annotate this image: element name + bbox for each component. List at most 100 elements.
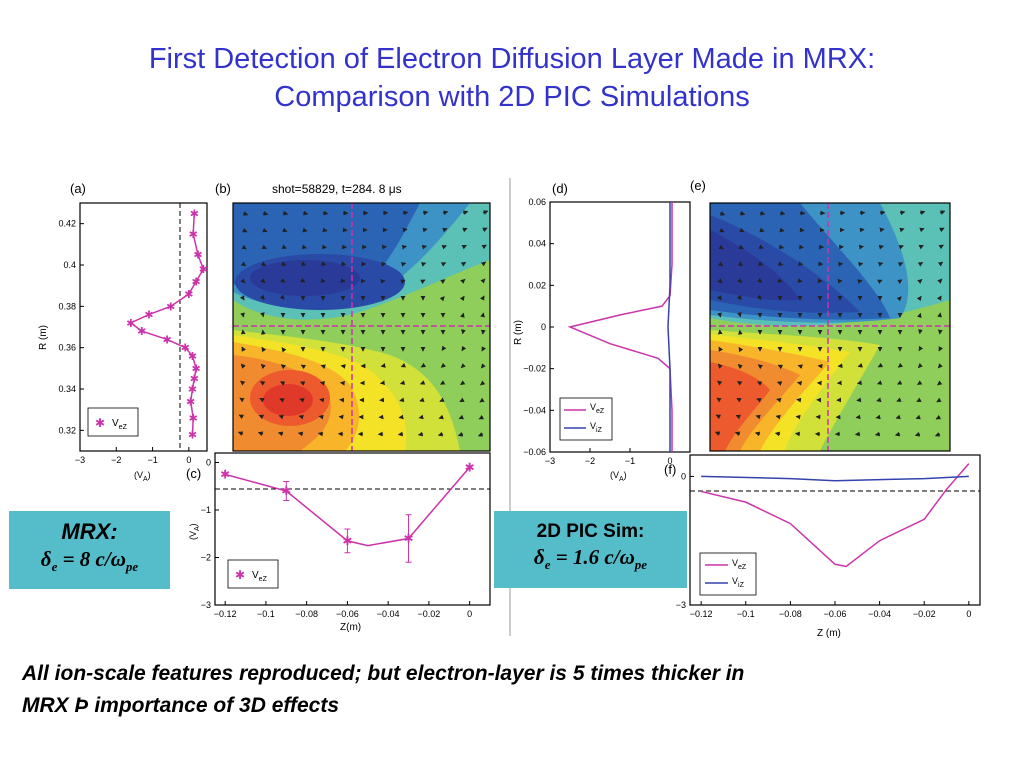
flow-arrow bbox=[481, 346, 486, 352]
xtick-label: −0.1 bbox=[257, 609, 275, 619]
flow-arrow bbox=[874, 431, 881, 437]
flow-arrow bbox=[442, 210, 449, 216]
ytick-label: 0.02 bbox=[528, 280, 546, 290]
flow-arrow bbox=[298, 414, 304, 420]
flow-arrow bbox=[460, 380, 466, 386]
xtick-label: −2 bbox=[585, 456, 595, 466]
flow-arrow bbox=[439, 397, 445, 402]
flow-arrow bbox=[859, 210, 866, 216]
flow-arrow bbox=[897, 362, 904, 368]
flow-arrow bbox=[319, 397, 325, 403]
mrx-thickness-box: MRX: δe = 8 c/ωpe bbox=[9, 511, 170, 589]
flow-arrow bbox=[278, 414, 284, 420]
flow-arrow bbox=[480, 380, 486, 386]
flow-arrow bbox=[462, 210, 469, 215]
flow-arrow bbox=[895, 414, 901, 420]
flow-arrow bbox=[459, 397, 465, 403]
xtick-label: −0.06 bbox=[824, 609, 847, 619]
xtick-label: −0.12 bbox=[214, 609, 237, 619]
flow-arrow bbox=[899, 210, 906, 216]
panel-d-viz-line bbox=[667, 202, 671, 452]
panel-b-frame bbox=[232, 202, 491, 452]
flow-arrow bbox=[240, 363, 246, 369]
flow-arrow bbox=[440, 279, 446, 284]
flow-arrow bbox=[758, 244, 764, 250]
flow-arrow bbox=[260, 363, 266, 369]
panel-c-frame bbox=[214, 452, 491, 606]
flow-arrow bbox=[478, 414, 484, 420]
flow-arrow bbox=[258, 414, 264, 420]
xtick-label: −0.1 bbox=[737, 609, 755, 619]
flow-arrow bbox=[897, 279, 903, 285]
flow-arrow bbox=[238, 414, 244, 420]
ytick-label: −1 bbox=[201, 505, 211, 515]
data-point: ✱ bbox=[188, 429, 197, 441]
panel-c-markers: ✱ ✱ ✱ ✱ ✱ bbox=[220, 460, 475, 563]
flow-arrow bbox=[934, 432, 941, 437]
panel-c-ylabel: (VA) bbox=[188, 523, 201, 540]
flow-arrow bbox=[779, 227, 785, 233]
panel-f-xticks: −0.12 −0.1 −0.08 −0.06 −0.04 −0.02 0 bbox=[690, 601, 971, 619]
flow-arrow bbox=[441, 345, 447, 351]
flow-arrow bbox=[262, 210, 269, 216]
flow-arrow bbox=[775, 414, 781, 420]
panel-b-header: shot=58829, t=284. 8 μs bbox=[272, 182, 402, 196]
flow-arrow bbox=[442, 227, 448, 233]
flow-arrow bbox=[717, 261, 724, 267]
flow-arrow bbox=[398, 414, 404, 420]
data-point: ✱ bbox=[184, 289, 193, 301]
flow-arrow bbox=[461, 345, 467, 352]
flow-arrow bbox=[754, 431, 761, 437]
flow-arrow bbox=[757, 261, 764, 266]
flow-arrow bbox=[914, 431, 921, 437]
data-point: ✱ bbox=[342, 534, 352, 548]
data-point: ✱ bbox=[220, 467, 230, 481]
pic-thickness-box: 2D PIC Sim: δe = 1.6 c/ωpe bbox=[494, 511, 687, 588]
flow-arrow bbox=[739, 210, 746, 216]
flow-arrow bbox=[460, 278, 466, 284]
data-point: ✱ bbox=[281, 484, 291, 498]
flow-arrow bbox=[939, 227, 945, 233]
ytick-label: −0.02 bbox=[523, 364, 546, 374]
flow-arrow bbox=[936, 295, 942, 301]
flow-arrow bbox=[440, 380, 446, 385]
xtick-label: −0.08 bbox=[779, 609, 802, 619]
flow-arrow bbox=[422, 210, 429, 216]
flow-arrow bbox=[919, 210, 926, 216]
flow-arrow bbox=[917, 261, 924, 267]
panel-b-contour bbox=[233, 203, 490, 451]
flow-arrow bbox=[915, 414, 921, 420]
panel-a-label: (a) bbox=[70, 181, 86, 196]
data-point: ✱ bbox=[190, 374, 199, 386]
flow-arrow bbox=[739, 227, 745, 233]
flow-arrow bbox=[938, 346, 944, 352]
caption-line-2: MRX Þ importance of 3D effects bbox=[22, 694, 340, 717]
flow-arrow bbox=[937, 261, 944, 267]
data-point: ✱ bbox=[188, 384, 197, 396]
flow-arrow bbox=[899, 227, 905, 233]
ytick-label: 0.06 bbox=[528, 197, 546, 207]
flow-arrow bbox=[937, 363, 943, 369]
panel-f-viz-line bbox=[701, 475, 969, 482]
xtick-label: 0 bbox=[467, 609, 472, 619]
slide-caption: All ion-scale features reproduced; but e… bbox=[22, 658, 1012, 722]
panel-b-arrows bbox=[237, 210, 489, 437]
flow-arrow bbox=[797, 278, 803, 283]
flow-arrow bbox=[481, 244, 487, 250]
flow-arrow bbox=[280, 261, 287, 266]
panel-a-frame bbox=[79, 202, 208, 452]
flow-arrow bbox=[797, 364, 803, 369]
flow-arrow bbox=[401, 262, 407, 267]
panel-c: (c) (VA) 0 −1 −2 −3 −0.12 −0.1 −0.08 −0.06 −0.0… bbox=[186, 452, 491, 633]
flow-arrow bbox=[261, 244, 267, 250]
panel-c-legend-label: VeZ bbox=[252, 570, 268, 583]
panel-c-xticks: −0.12 −0.1 −0.08 −0.06 −0.04 −0.02 0 bbox=[214, 601, 472, 619]
flow-arrow bbox=[302, 210, 309, 216]
data-point: ✱ bbox=[188, 351, 197, 363]
flow-arrow bbox=[879, 227, 885, 233]
panel-b-label: (b) bbox=[215, 181, 231, 196]
flow-arrow bbox=[717, 380, 723, 386]
flow-arrow bbox=[300, 277, 306, 283]
flow-arrow bbox=[260, 278, 266, 284]
panel-e-contour bbox=[710, 203, 950, 451]
